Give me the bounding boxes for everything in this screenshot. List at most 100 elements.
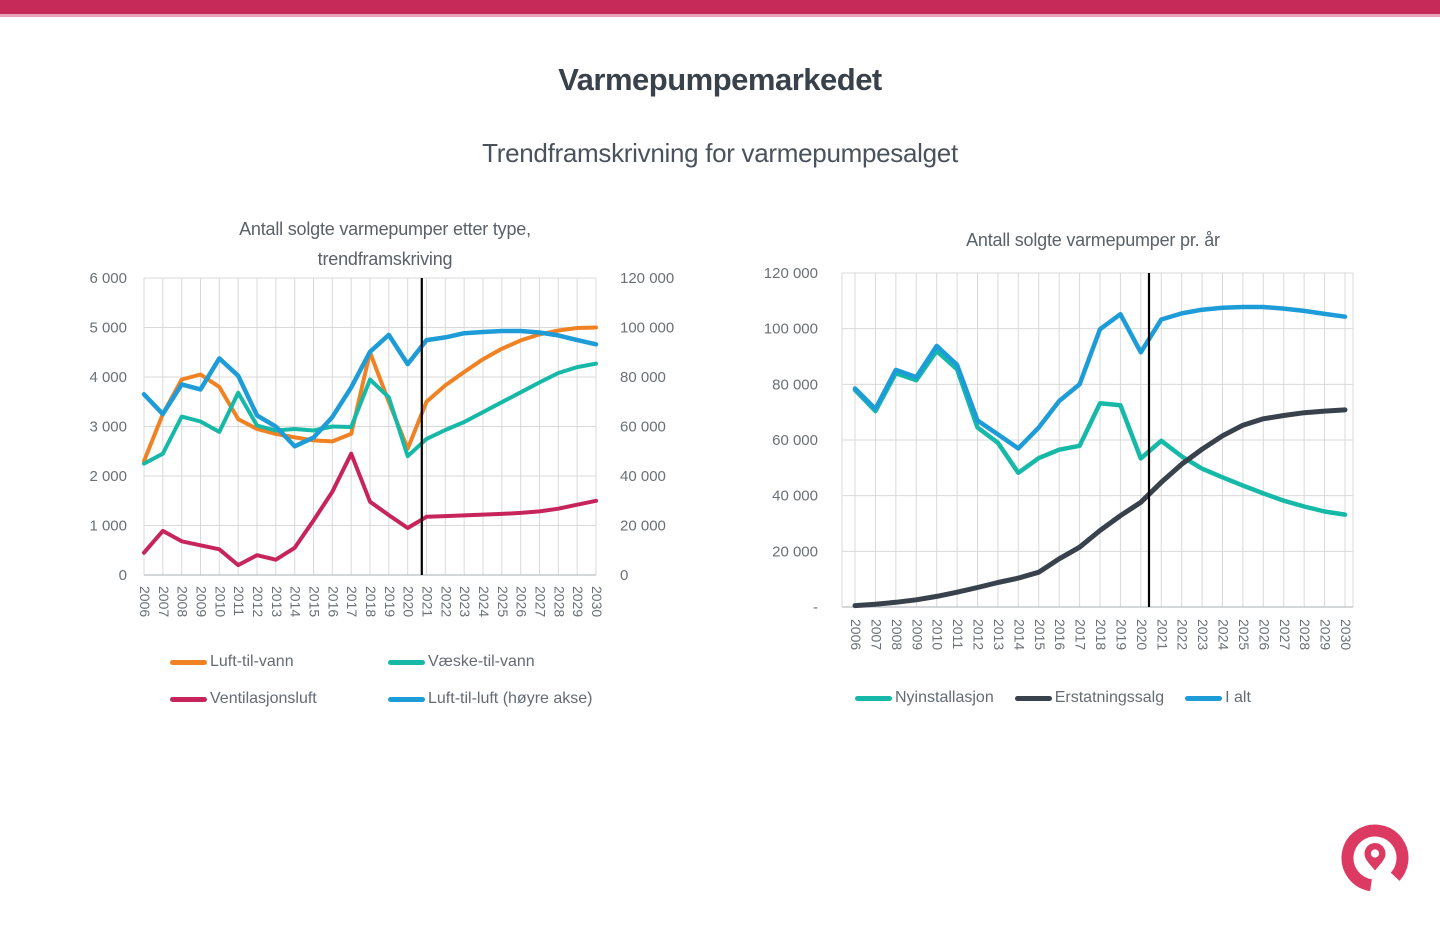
series-line-nyinstallasjon <box>852 348 1348 517</box>
right-chart-legend: Nyinstallasjon Erstatningssalg I alt <box>855 689 1251 707</box>
x-tick-label: 2021 <box>420 586 436 617</box>
x-tick-label: 2017 <box>344 586 360 617</box>
x-tick-label: 2019 <box>382 586 398 617</box>
x-tick-label: 2018 <box>1093 619 1109 650</box>
x-axis-labels: 2006 2007 2008 2009 2010 2011 2012 2013 2014 2015… <box>137 586 605 617</box>
x-tick-label: 2016 <box>325 586 341 617</box>
legend-swatch-erstatningssalg <box>1014 695 1052 701</box>
x-tick-label: 2006 <box>848 619 864 650</box>
top-accent-bar <box>0 0 1440 14</box>
legend-label-i-alt: I alt <box>1225 689 1251 706</box>
series-line-luft-til-luft-h-yre-akse <box>141 328 599 449</box>
x-tick-label: 2026 <box>1256 619 1272 650</box>
y-axis-labels-right: 0 20 000 40 000 60 000 80 000 100 000 120 000 <box>620 270 674 584</box>
x-tick-label: 2014 <box>288 586 304 617</box>
legend-label-luft-til-luft-h-yre-akse: Luft-til-luft (høyre akse) <box>428 690 593 707</box>
y-tick-label: 80 000 <box>772 376 818 393</box>
x-tick-label: 2027 <box>1277 619 1293 650</box>
legend-item-v-ske-til-vann: Væske-til-vann <box>388 653 592 671</box>
legend-swatch-nyinstallasjon <box>855 695 892 701</box>
y-tick-label: 100 000 <box>620 320 674 337</box>
left-chart-title: Antall solgte varmepumper etter type, tr… <box>150 214 620 274</box>
x-tick-label: 2007 <box>156 586 172 617</box>
y-tick-label: 1 000 <box>89 518 127 535</box>
y-tick-label: 6 000 <box>89 270 127 287</box>
x-tick-label: 2028 <box>1297 619 1313 650</box>
x-tick-label: 2029 <box>1318 619 1334 650</box>
x-tick-label: 2021 <box>1154 619 1170 650</box>
x-tick-label: 2026 <box>514 586 530 617</box>
x-tick-label: 2006 <box>137 586 153 617</box>
x-tick-label: 2010 <box>212 586 228 617</box>
x-tick-label: 2016 <box>1052 619 1068 650</box>
x-tick-label: 2019 <box>1113 619 1129 650</box>
y-tick-label: 100 000 <box>764 321 818 338</box>
x-tick-label: 2030 <box>1338 619 1354 650</box>
y-tick-label: 3 000 <box>89 419 127 436</box>
x-tick-label: 2022 <box>1175 619 1191 650</box>
series-line-v-ske-til-vann <box>142 361 598 466</box>
legend-item-erstatningssalg: Erstatningssalg <box>1014 689 1165 707</box>
legend-swatch-luft-til-vann <box>170 659 207 665</box>
y-axis-labels-left: - 20 000 40 000 60 000 80 000 100 000 120 000 <box>764 265 818 616</box>
y-tick-label: 0 <box>119 567 127 584</box>
x-tick-label: 2008 <box>889 619 905 650</box>
x-tick-label: 2020 <box>401 586 417 617</box>
x-tick-label: 2009 <box>909 619 925 650</box>
x-tick-label: 2023 <box>457 586 473 617</box>
y-axis-labels-left: 0 1 000 2 000 3 000 4 000 5 000 6 000 <box>89 270 127 584</box>
x-tick-label: 2027 <box>533 586 549 617</box>
x-tick-label: 2025 <box>495 586 511 617</box>
legend-label-v-ske-til-vann: Væske-til-vann <box>428 653 535 670</box>
slide-subtitle: Trendframskrivning for varmepumpesalget <box>482 138 958 168</box>
x-tick-label: 2017 <box>1073 619 1089 650</box>
y-tick-label: - <box>813 599 818 616</box>
x-tick-label: 2024 <box>1216 619 1232 650</box>
x-tick-label: 2015 <box>1032 619 1048 650</box>
series-line-i-alt <box>852 304 1348 451</box>
x-tick-label: 2007 <box>868 619 884 650</box>
x-tick-label: 2023 <box>1195 619 1211 650</box>
y-tick-label: 5 000 <box>89 320 127 337</box>
legend-swatch-luft-til-luft-h-yre-akse <box>388 696 425 702</box>
x-tick-label: 2025 <box>1236 619 1252 650</box>
legend-swatch-i-alt <box>1185 695 1223 701</box>
x-tick-label: 2011 <box>950 619 966 649</box>
x-tick-label: 2030 <box>589 586 605 617</box>
legend-label-nyinstallasjon: Nyinstallasjon <box>895 689 994 706</box>
y-tick-label: 40 000 <box>620 468 666 485</box>
gridlines <box>841 272 1354 607</box>
legend-swatch-ventilasjonsluft <box>170 696 207 702</box>
left-chart-title-line1: Antall solgte varmepumper etter type, <box>239 219 531 239</box>
x-tick-label: 2008 <box>175 586 191 617</box>
company-logo <box>1341 824 1409 892</box>
x-tick-label: 2012 <box>971 619 987 650</box>
legend-item-i-alt: I alt <box>1185 689 1251 707</box>
series-line-erstatningssalg <box>852 407 1348 609</box>
x-tick-label: 2014 <box>1011 619 1027 650</box>
chart-0: 0 1 000 2 000 3 000 4 000 5 000 6 000 0 20 000 40… <box>89 270 674 617</box>
logo-pin-hole <box>1370 849 1380 858</box>
y-tick-label: 4 000 <box>89 369 127 386</box>
legend-label-ventilasjonsluft: Ventilasjonsluft <box>210 690 317 707</box>
y-tick-label: 60 000 <box>620 419 666 436</box>
y-tick-label: 40 000 <box>772 488 818 505</box>
y-tick-label: 120 000 <box>620 270 674 287</box>
legend-item-ventilasjonsluft: Ventilasjonsluft <box>170 690 388 708</box>
x-tick-label: 2011 <box>231 586 247 616</box>
y-tick-label: 0 <box>620 567 628 584</box>
legend-item-luft-til-luft-h-yre-akse: Luft-til-luft (høyre akse) <box>388 690 592 708</box>
y-tick-label: 120 000 <box>764 265 818 282</box>
x-axis-labels: 2006 2007 2008 2009 2010 2011 2012 2013 2014 2015… <box>848 619 1354 650</box>
x-tick-label: 2029 <box>570 586 586 617</box>
slide-title: Varmepumpemarkedet <box>558 62 882 97</box>
x-tick-label: 2022 <box>438 586 454 617</box>
y-tick-label: 2 000 <box>89 468 127 485</box>
chart-1: - 20 000 40 000 60 000 80 000 100 000 120 000 2… <box>764 265 1354 650</box>
x-tick-label: 2012 <box>250 586 266 617</box>
logo-ring <box>1341 824 1409 892</box>
legend-label-erstatningssalg: Erstatningssalg <box>1054 689 1165 706</box>
y-tick-label: 20 000 <box>620 518 666 535</box>
